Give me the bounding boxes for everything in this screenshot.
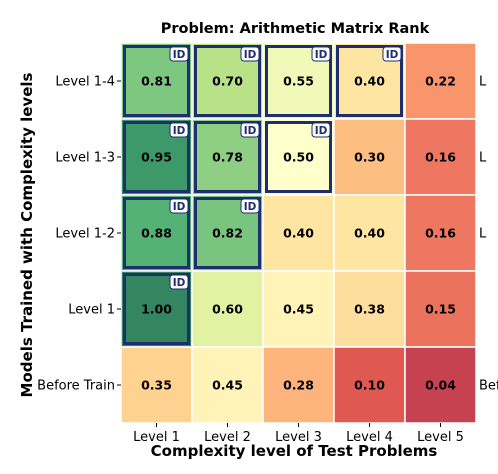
cell-value-label-r4-c3: 0.10	[354, 378, 385, 393]
cell-value-label-r2-c0: 0.88	[141, 226, 172, 241]
id-badge-label-r3-c0: ID	[173, 277, 186, 289]
x-axis-label: Complexity level of Test Problems	[151, 442, 438, 460]
id-badge-label-r1-c0: ID	[173, 125, 186, 137]
cell-value-label-r0-c1: 0.70	[212, 74, 243, 89]
heatmap-cell-r1-c3	[333, 118, 406, 196]
cell-value-label-r1-c2: 0.50	[283, 150, 314, 165]
cropped-neighbor-label-0: L	[479, 75, 487, 90]
cell-value-label-r3-c1: 0.60	[212, 302, 243, 317]
cell-value-label-r0-c4: 0.22	[425, 74, 456, 89]
heatmap-cell-r4-c0	[120, 346, 193, 424]
id-cell-highlight-r1-c2	[265, 121, 332, 193]
id-cell-highlight-r0-c2	[265, 45, 332, 117]
id-badge-r2-c0	[169, 198, 189, 214]
id-badge-r2-c1	[240, 198, 260, 214]
id-cell-highlight-r2-c1	[194, 197, 261, 269]
cell-value-label-r2-c3: 0.40	[354, 226, 385, 241]
id-badge-label-r1-c2: ID	[315, 125, 328, 137]
y-tick-label-1: Level 1-3	[55, 151, 115, 166]
x-tick-label-3: Level 4	[346, 430, 393, 445]
heatmap-cell-r2-c2	[262, 194, 335, 272]
cell-value-label-r4-c0: 0.35	[141, 378, 172, 393]
id-badge-r1-c2	[311, 122, 331, 138]
cell-value-label-r3-c4: 0.15	[425, 302, 456, 317]
id-badge-r0-c3	[382, 46, 402, 62]
id-badge-label-r0-c3: ID	[386, 49, 399, 61]
id-badge-label-r2-c0: ID	[173, 201, 186, 213]
cell-value-label-r4-c2: 0.28	[283, 378, 314, 393]
heatmap-cell-r2-c3	[333, 194, 406, 272]
cell-value-label-r1-c3: 0.30	[354, 150, 385, 165]
y-tick-labels: Level 1-4 Level 1-3 Level 1-2 Level 1 Before…	[37, 75, 121, 394]
cell-value-label-r2-c2: 0.40	[283, 226, 314, 241]
heatmap-cell-r3-c3	[333, 270, 406, 348]
id-badge-label-r0-c2: ID	[315, 49, 328, 61]
heatmap-cells: ID 0.81 ID 0.70 ID 0.55 ID 0.40 0.22 ID 0.95 ID 0.78…	[120, 42, 477, 424]
cell-value-label-r1-c4: 0.16	[425, 150, 456, 165]
cell-value-label-r1-c1: 0.78	[212, 150, 243, 165]
y-tick-label-2: Level 1-2	[55, 227, 115, 242]
y-axis-label: Models Trained with Complexity levels	[18, 72, 36, 397]
y-tick-label-3: Level 1	[68, 303, 115, 318]
id-badge-r1-c0	[169, 122, 189, 138]
id-cell-highlight-r1-c1	[194, 121, 261, 193]
id-cell-highlight-r0-c3	[336, 45, 403, 117]
heatmap-cell-r3-c4	[404, 270, 477, 348]
id-cell-highlight-r1-c0	[123, 121, 190, 193]
cell-value-label-r3-c2: 0.45	[283, 302, 314, 317]
heatmap-cell-r2-c4	[404, 194, 477, 272]
id-cell-highlight-r3-c0	[123, 273, 190, 345]
id-cell-highlight-r0-c0	[123, 45, 190, 117]
id-badge-label-r0-c0: ID	[173, 49, 186, 61]
id-badge-r3-c0	[169, 274, 189, 290]
x-tick-label-4: Level 5	[417, 430, 464, 445]
id-badge-label-r0-c1: ID	[244, 49, 257, 61]
cell-value-label-r1-c0: 0.95	[141, 150, 172, 165]
cell-value-label-r4-c4: 0.04	[425, 378, 456, 393]
cropped-neighbor-label-3: Bef	[479, 379, 498, 394]
id-badge-r1-c1	[240, 122, 260, 138]
chart-title: Problem: Arithmetic Matrix Rank	[161, 21, 430, 37]
id-badge-r0-c0	[169, 46, 189, 62]
cell-value-label-r0-c3: 0.40	[354, 74, 385, 89]
cell-value-label-r3-c0: 1.00	[141, 302, 172, 317]
x-tick-label-0: Level 1	[133, 430, 180, 445]
heatmap-cell-r3-c1	[191, 270, 264, 348]
cell-value-label-r0-c2: 0.55	[283, 74, 314, 89]
x-tick-labels: Level 1 Level 2 Level 3 Level 4 Level 5	[133, 423, 464, 445]
id-badge-label-r2-c1: ID	[244, 201, 257, 213]
cropped-neighbor-chart-labels: L L L Bef	[479, 75, 498, 394]
id-badge-r0-c2	[311, 46, 331, 62]
heatmap-cell-r1-c4	[404, 118, 477, 196]
heatmap-cell-r3-c2	[262, 270, 335, 348]
x-tick-label-2: Level 3	[275, 430, 322, 445]
id-badge-r0-c1	[240, 46, 260, 62]
y-tick-label-4: Before Train	[37, 379, 115, 394]
y-tick-label-0: Level 1-4	[55, 75, 115, 90]
id-cell-highlight-r0-c1	[194, 45, 261, 117]
id-cell-highlight-r2-c0	[123, 197, 190, 269]
cell-value-label-r2-c1: 0.82	[212, 226, 243, 241]
cropped-neighbor-label-1: L	[479, 151, 487, 166]
x-tick-label-1: Level 2	[204, 430, 251, 445]
cell-value-label-r3-c3: 0.38	[354, 302, 385, 317]
cell-value-label-r0-c0: 0.81	[141, 74, 172, 89]
cell-value-label-r4-c1: 0.45	[212, 378, 243, 393]
cropped-neighbor-label-2: L	[479, 227, 487, 242]
cell-value-label-r2-c4: 0.16	[425, 226, 456, 241]
id-badge-label-r1-c1: ID	[244, 125, 257, 137]
